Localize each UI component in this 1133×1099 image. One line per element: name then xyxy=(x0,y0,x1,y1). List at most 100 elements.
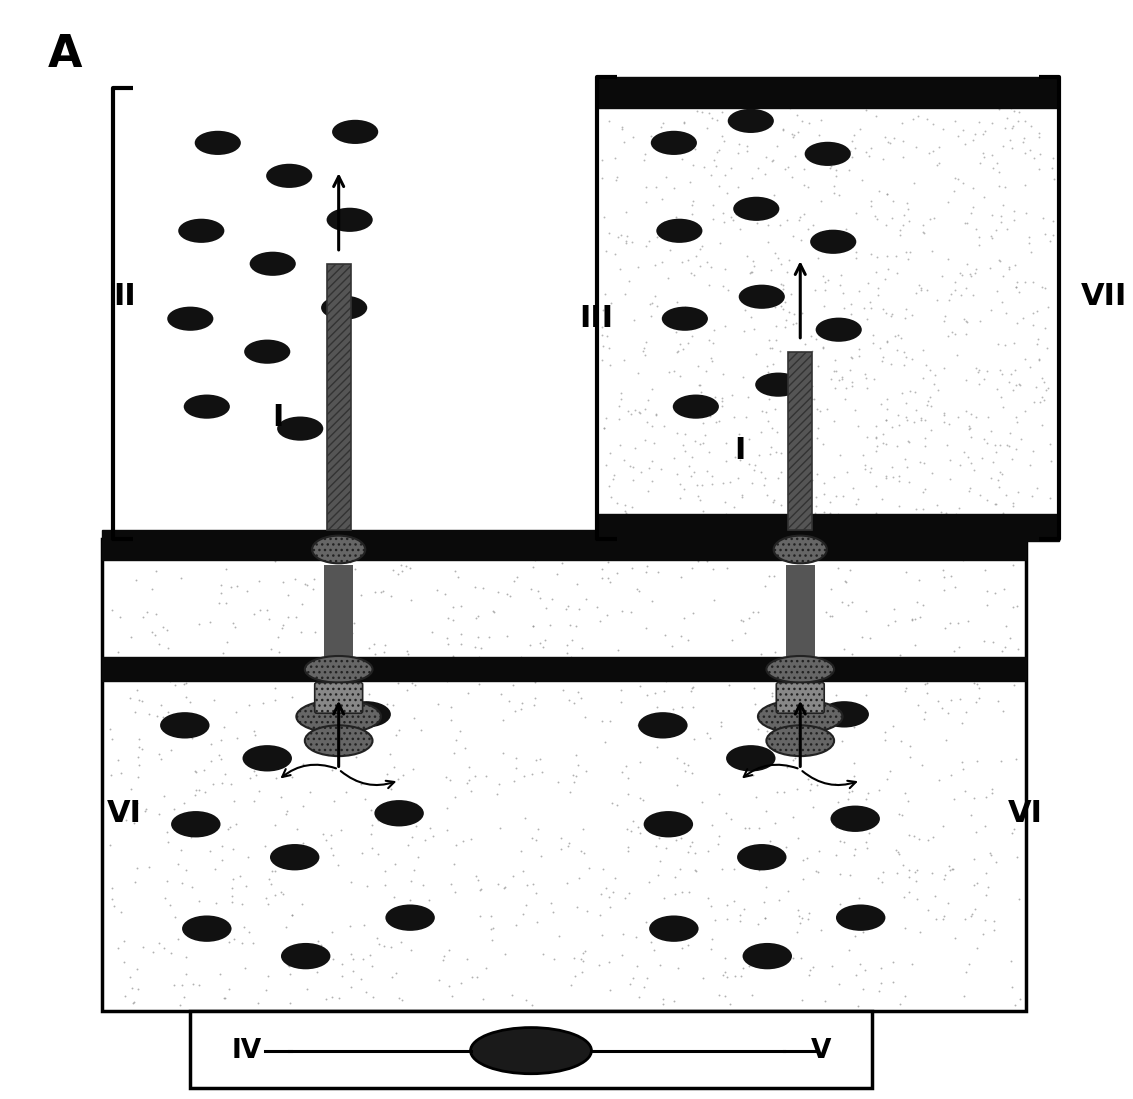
Point xyxy=(572,951,590,968)
Point xyxy=(610,509,628,526)
Point xyxy=(399,645,417,663)
Point xyxy=(162,944,180,962)
Point xyxy=(877,303,895,321)
Point xyxy=(783,125,801,143)
Point xyxy=(666,209,684,226)
Point xyxy=(908,401,926,419)
Point xyxy=(331,673,349,690)
Point xyxy=(402,941,420,958)
Point xyxy=(665,449,683,467)
Point xyxy=(851,121,869,138)
Ellipse shape xyxy=(326,208,373,232)
Point xyxy=(1007,278,1025,296)
Point xyxy=(101,721,119,739)
Point xyxy=(225,619,244,636)
Point xyxy=(1010,103,1028,121)
Point xyxy=(657,839,675,856)
Point xyxy=(214,644,232,662)
Point xyxy=(369,935,387,953)
Point xyxy=(769,249,787,267)
Point xyxy=(923,464,942,481)
Point xyxy=(757,148,775,166)
Point xyxy=(1031,145,1049,163)
Ellipse shape xyxy=(341,701,391,728)
Point xyxy=(918,280,936,298)
Point xyxy=(1020,98,1038,115)
Point xyxy=(450,568,468,586)
Point xyxy=(403,829,421,846)
Point xyxy=(126,703,144,721)
Point xyxy=(607,171,625,189)
Point xyxy=(384,560,402,578)
Point xyxy=(796,714,815,732)
Point xyxy=(265,691,283,709)
Point xyxy=(896,451,914,468)
Point xyxy=(247,766,265,784)
Point xyxy=(946,274,964,291)
Point xyxy=(793,991,811,1009)
Point xyxy=(776,311,794,329)
Point xyxy=(860,147,878,165)
Point xyxy=(956,658,974,676)
Point xyxy=(790,580,808,598)
Point xyxy=(796,335,815,353)
Point xyxy=(943,567,961,585)
Point xyxy=(644,131,662,148)
Point xyxy=(829,504,847,522)
Point xyxy=(326,615,344,633)
Point xyxy=(861,463,879,480)
Point xyxy=(649,563,667,580)
Point xyxy=(673,151,691,168)
Text: I: I xyxy=(273,403,284,432)
Point xyxy=(845,719,863,736)
Point xyxy=(784,581,802,599)
Point xyxy=(332,821,350,839)
Point xyxy=(748,214,766,232)
Point xyxy=(729,469,747,487)
Point xyxy=(803,390,821,408)
Point xyxy=(915,411,934,429)
Point xyxy=(606,245,624,263)
Point xyxy=(111,608,129,625)
Point xyxy=(981,89,999,107)
Point xyxy=(857,369,875,387)
Point xyxy=(893,114,911,132)
Ellipse shape xyxy=(184,395,230,419)
Point xyxy=(729,144,747,162)
Point xyxy=(780,881,798,899)
Point xyxy=(946,281,964,299)
Point xyxy=(223,879,241,897)
Point xyxy=(444,744,462,762)
Point xyxy=(282,955,300,973)
Point xyxy=(699,669,717,687)
Point xyxy=(808,87,826,104)
Point xyxy=(1043,80,1062,98)
Point xyxy=(714,966,732,984)
Point xyxy=(733,959,751,977)
Point xyxy=(900,212,918,230)
Point xyxy=(600,657,619,675)
Point xyxy=(764,688,782,706)
Point xyxy=(867,429,885,446)
Point xyxy=(691,398,709,415)
Point xyxy=(406,676,424,693)
Point xyxy=(615,502,633,520)
Point xyxy=(259,967,278,985)
Point xyxy=(165,651,184,668)
Point xyxy=(573,964,591,981)
Point xyxy=(1022,118,1040,135)
Point xyxy=(939,249,957,267)
Point xyxy=(990,252,1008,269)
Point xyxy=(781,99,799,116)
Point xyxy=(901,243,919,260)
Point xyxy=(989,177,1007,195)
Point xyxy=(616,233,634,251)
Point xyxy=(707,157,725,175)
Point xyxy=(617,757,636,775)
Point xyxy=(346,771,364,789)
Point xyxy=(594,318,612,335)
Point xyxy=(721,518,739,535)
Point xyxy=(231,867,249,885)
Point xyxy=(566,746,585,764)
Point xyxy=(608,495,627,512)
